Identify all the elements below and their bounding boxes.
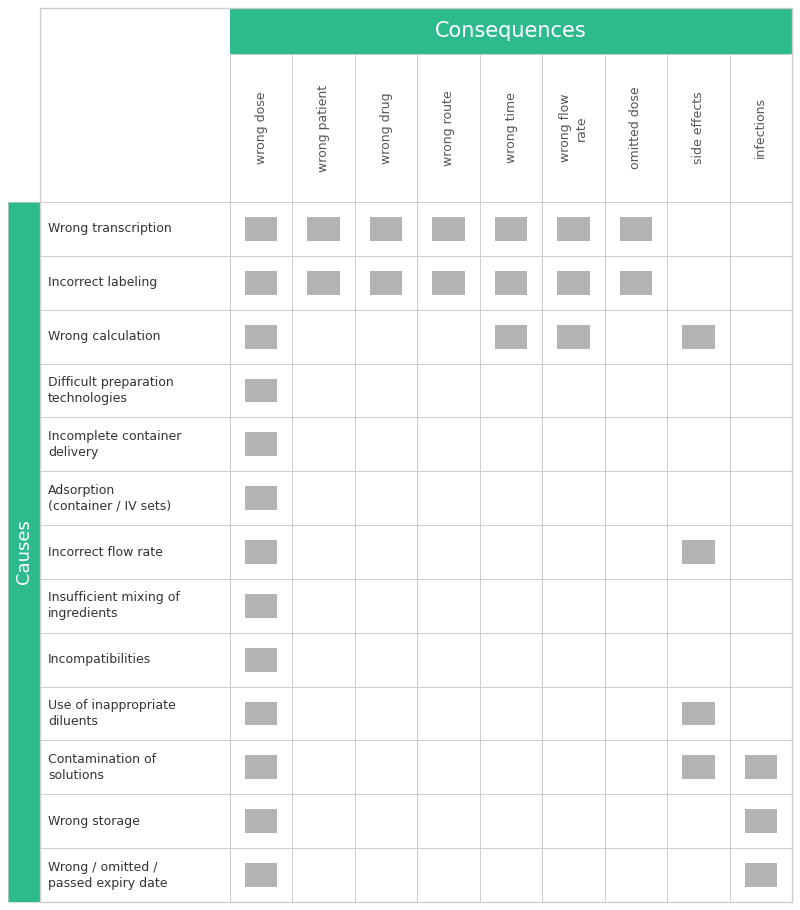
Bar (745, 864, 777, 887)
Bar (245, 702, 278, 725)
Text: Adsorption
(container / IV sets): Adsorption (container / IV sets) (48, 483, 171, 512)
Bar (245, 432, 278, 456)
Bar (8, 202, 40, 902)
Bar (245, 864, 278, 887)
Bar (432, 271, 465, 295)
Text: Difficult preparation
technologies: Difficult preparation technologies (48, 376, 174, 405)
Text: wrong drug: wrong drug (380, 92, 393, 164)
Bar (40, 202, 230, 902)
Bar (245, 217, 278, 241)
Bar (370, 217, 402, 241)
Bar (307, 217, 340, 241)
Text: Incorrect labeling: Incorrect labeling (48, 277, 158, 289)
Bar (682, 755, 714, 779)
Bar (558, 325, 590, 349)
Bar (230, 54, 792, 202)
Bar (620, 271, 652, 295)
Bar (370, 271, 402, 295)
Text: Incompatibilities: Incompatibilities (48, 653, 151, 666)
Bar (245, 648, 278, 672)
Text: Contamination of
solutions: Contamination of solutions (48, 753, 156, 782)
Text: Causes: Causes (15, 520, 33, 584)
Bar (745, 755, 777, 779)
Text: wrong time: wrong time (505, 93, 518, 164)
Text: wrong flow
rate: wrong flow rate (559, 94, 587, 162)
Text: omitted dose: omitted dose (630, 86, 642, 169)
Bar (558, 271, 590, 295)
Bar (245, 486, 278, 510)
Bar (245, 594, 278, 618)
Text: Insufficient mixing of
ingredients: Insufficient mixing of ingredients (48, 592, 180, 621)
Text: Wrong / omitted /
passed expiry date: Wrong / omitted / passed expiry date (48, 861, 167, 890)
Bar (682, 702, 714, 725)
Bar (245, 755, 278, 779)
Bar (745, 809, 777, 834)
Bar (230, 8, 792, 54)
Text: wrong route: wrong route (442, 90, 455, 166)
Text: Wrong transcription: Wrong transcription (48, 222, 172, 236)
Text: Consequences: Consequences (435, 21, 587, 41)
Bar (307, 271, 340, 295)
Bar (432, 217, 465, 241)
Bar (494, 217, 527, 241)
Bar (494, 271, 527, 295)
Bar (245, 271, 278, 295)
Bar (245, 809, 278, 834)
Bar (620, 217, 652, 241)
Text: Wrong storage: Wrong storage (48, 814, 140, 828)
Bar (682, 325, 714, 349)
Text: Incorrect flow rate: Incorrect flow rate (48, 545, 163, 559)
Text: Incomplete container
delivery: Incomplete container delivery (48, 430, 182, 459)
Bar (245, 325, 278, 349)
Bar (245, 379, 278, 402)
Bar (494, 325, 527, 349)
Text: wrong dose: wrong dose (254, 92, 268, 164)
Text: infections: infections (754, 97, 767, 158)
Bar (558, 217, 590, 241)
Text: wrong patient: wrong patient (317, 85, 330, 172)
Bar (682, 541, 714, 564)
Bar (245, 541, 278, 564)
Text: side effects: side effects (692, 92, 705, 165)
Text: Wrong calculation: Wrong calculation (48, 330, 161, 343)
Bar (8, 202, 40, 902)
Text: Use of inappropriate
diluents: Use of inappropriate diluents (48, 699, 176, 728)
